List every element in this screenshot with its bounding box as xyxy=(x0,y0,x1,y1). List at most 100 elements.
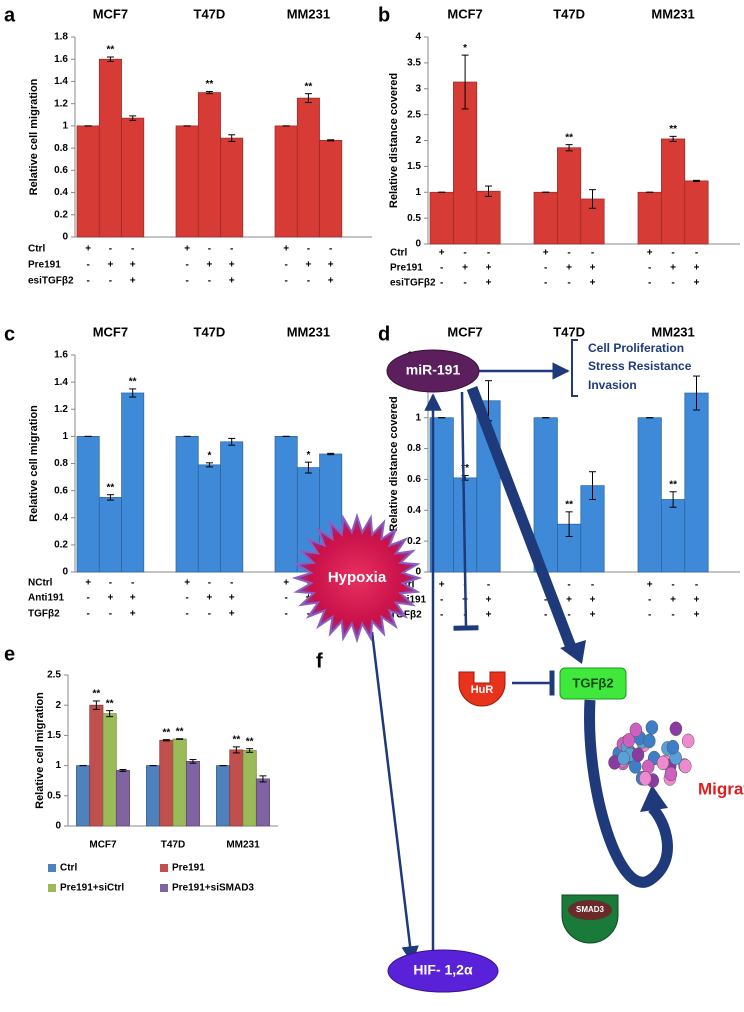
y-axis-label: Relative distance covered xyxy=(388,396,400,531)
cell xyxy=(629,722,643,738)
cell xyxy=(679,758,692,774)
group-label: MCF7 xyxy=(447,324,482,339)
curved-arrow xyxy=(584,699,673,888)
condition-sign: - xyxy=(185,593,188,604)
y-tick-label: 0 xyxy=(62,567,68,578)
bar xyxy=(684,180,709,245)
cell xyxy=(669,721,683,737)
condition-sign: - xyxy=(307,244,310,255)
condition-name: TGFβ2 xyxy=(28,609,60,620)
bar xyxy=(637,417,662,573)
chart: b Relative distance covered 0 0.5 1 1.5 2 2.5 3 3… xyxy=(378,4,740,289)
cell xyxy=(664,766,678,782)
condition-sign: - xyxy=(307,276,310,287)
arrow xyxy=(370,631,419,964)
condition-sign: - xyxy=(567,278,570,289)
condition-sign: - xyxy=(648,595,651,606)
y-tick-label: 3.5 xyxy=(407,58,421,69)
condition-sign: - xyxy=(230,244,233,255)
condition-name: esiTGFβ2 xyxy=(28,276,74,287)
condition-name: NCtrl xyxy=(28,578,53,589)
bar xyxy=(216,765,231,827)
condition-sign: - xyxy=(671,278,674,289)
y-tick-label: 1.8 xyxy=(54,32,68,43)
group-label: MM231 xyxy=(287,6,330,21)
error-bar xyxy=(92,700,100,710)
condition-sign: - xyxy=(544,278,547,289)
condition-sign: + xyxy=(439,580,445,591)
y-tick-label: 0.2 xyxy=(54,209,68,220)
condition-sign: + xyxy=(486,263,492,274)
error-bar xyxy=(565,144,573,152)
condition-sign: - xyxy=(463,248,466,259)
significance: ** xyxy=(129,377,137,388)
bar xyxy=(274,125,298,238)
significance: ** xyxy=(232,735,240,746)
significance: ** xyxy=(162,727,170,738)
condition-sign: + xyxy=(283,244,289,255)
condition-sign: + xyxy=(107,593,113,604)
tgf-node xyxy=(559,667,627,700)
y-tick-label: 0 xyxy=(55,821,61,832)
significance: * xyxy=(306,450,310,461)
condition-sign: + xyxy=(283,578,289,589)
y-tick-label: 1.2 xyxy=(54,98,68,109)
arrowhead xyxy=(640,785,668,812)
y-tick-label: 0.4 xyxy=(54,512,68,523)
condition-name: esiTGFβ2 xyxy=(390,278,436,289)
panel-letter: f xyxy=(316,650,323,672)
bar xyxy=(684,392,709,573)
condition-sign: + xyxy=(85,578,91,589)
hypoxia-star xyxy=(291,512,423,644)
bar xyxy=(175,436,199,573)
condition-sign: + xyxy=(85,244,91,255)
condition-name: Ctrl xyxy=(28,244,45,255)
condition-sign: - xyxy=(648,610,651,621)
mir-node xyxy=(386,349,480,393)
bar xyxy=(296,97,320,238)
error-bar xyxy=(106,494,114,501)
legend-label: Pre191 xyxy=(172,863,205,874)
condition-sign: + xyxy=(590,263,596,274)
error-bar xyxy=(246,748,254,753)
condition-sign: + xyxy=(439,248,445,259)
condition-sign: - xyxy=(230,578,233,589)
condition-sign: + xyxy=(305,260,311,271)
migration-label: Migration xyxy=(698,779,744,798)
condition-sign: - xyxy=(544,595,547,606)
condition-sign: + xyxy=(107,260,113,271)
y-axis-label: Relative distance covered xyxy=(388,73,400,208)
error-bar xyxy=(304,461,312,474)
y-tick-label: 0.6 xyxy=(54,485,68,496)
legend-label: Ctrl xyxy=(60,863,77,874)
condition-sign: - xyxy=(695,580,698,591)
significance: ** xyxy=(565,132,573,143)
condition-sign: - xyxy=(185,609,188,620)
x-tick-label: T47D xyxy=(161,840,185,851)
error-bar xyxy=(327,452,335,456)
y-tick-label: 1 xyxy=(415,412,421,423)
significance: ** xyxy=(669,479,677,490)
bar xyxy=(220,137,244,238)
panel-letter: b xyxy=(378,4,390,26)
condition-sign: + xyxy=(130,593,136,604)
y-tick-label: 3 xyxy=(415,83,421,94)
y-tick-label: 0.2 xyxy=(54,540,68,551)
condition-sign: + xyxy=(486,595,492,606)
group-label: T47D xyxy=(553,324,585,339)
condition-sign: + xyxy=(229,593,235,604)
condition-sign: - xyxy=(695,248,698,259)
chart: d Relative distance covered 0 0.2 0.4 0.6 0.8 1… xyxy=(378,323,740,621)
error-bar xyxy=(106,56,114,62)
cells xyxy=(608,720,695,788)
condition-sign: - xyxy=(109,276,112,287)
y-tick-label: 0.6 xyxy=(407,474,421,485)
significance: ** xyxy=(305,81,313,92)
legend-swatch xyxy=(48,864,56,872)
condition-sign: - xyxy=(487,580,490,591)
condition-sign: + xyxy=(328,276,334,287)
y-tick-label: 0.8 xyxy=(54,458,68,469)
y-tick-label: 1 xyxy=(55,760,61,771)
condition-sign: + xyxy=(694,610,700,621)
